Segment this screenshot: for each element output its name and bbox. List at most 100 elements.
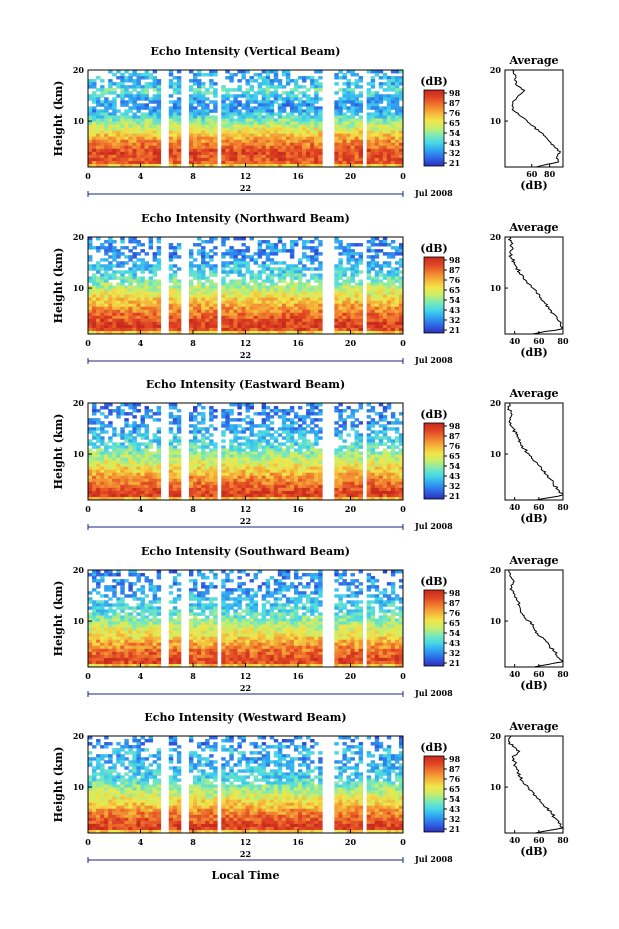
heatmap-cell <box>132 124 137 128</box>
heatmap-cell <box>374 261 380 265</box>
heatmap-cell <box>221 118 226 122</box>
heatmap-cell <box>314 258 319 262</box>
heatmap-cell <box>374 463 380 468</box>
heatmap-cell <box>318 70 323 74</box>
heatmap-cell <box>382 106 388 110</box>
heatmap-cell <box>366 160 372 165</box>
heatmap-cell <box>108 463 113 468</box>
heatmap-cell <box>156 136 162 141</box>
heatmap-cell <box>310 460 315 465</box>
heatmap-cell <box>104 306 109 311</box>
heatmap-cell <box>209 70 214 74</box>
heatmap-cell <box>269 466 275 471</box>
heatmap-cell <box>112 73 117 77</box>
heatmap-cell <box>136 121 141 125</box>
heatmap-cell <box>314 288 319 292</box>
heatmap-cell <box>128 255 133 259</box>
heatmap-cell <box>209 121 214 125</box>
heatmap-cell <box>205 457 210 461</box>
heatmap-cell <box>394 457 400 461</box>
heatmap-cell <box>374 460 380 465</box>
heatmap-cell <box>298 85 303 89</box>
heatmap-cell <box>209 151 214 156</box>
heatmap-cell <box>346 88 351 92</box>
heatmap-cell <box>358 439 364 443</box>
heatmap-cell <box>245 154 250 159</box>
heatmap-cell <box>144 163 149 168</box>
heatmap-cell <box>120 240 125 244</box>
heatmap-cell <box>289 418 295 422</box>
heatmap-cell <box>382 252 388 256</box>
heatmap-cell <box>374 264 380 268</box>
heatmap-cell <box>209 154 214 159</box>
heatmap-cell <box>136 457 141 461</box>
heatmap-cell <box>253 412 259 416</box>
heatmap-cell <box>241 466 246 471</box>
heatmap-cell <box>334 106 339 110</box>
heatmap-cell <box>338 460 343 465</box>
heatmap-cell <box>342 309 347 314</box>
heatmap-cell <box>269 163 275 168</box>
heatmap-cell <box>229 312 234 317</box>
heatmap-cell <box>168 469 174 474</box>
heatmap-cell <box>116 406 121 410</box>
heatmap-cell <box>100 246 105 250</box>
heatmap-cell <box>225 475 230 480</box>
heatmap-cell <box>265 139 271 144</box>
heatmap-cell <box>144 409 149 413</box>
heatmap-cell <box>120 457 125 461</box>
heatmap-cell <box>289 151 295 156</box>
heatmap-cell <box>298 324 303 329</box>
heatmap-cell <box>265 303 271 308</box>
heatmap-cell <box>144 154 149 159</box>
y-axis-label: Height (km) <box>52 81 65 157</box>
heatmap-cell <box>318 430 323 434</box>
month-label: Jul 2008 <box>414 188 453 198</box>
heatmap-cell <box>346 454 351 458</box>
heatmap-cell <box>390 300 396 305</box>
heatmap-cell <box>386 261 392 265</box>
heatmap-cell <box>237 258 242 262</box>
heatmap-cell <box>120 451 125 455</box>
heatmap-cell <box>249 460 254 465</box>
heatmap-cell <box>249 237 254 241</box>
heatmap-cell <box>257 151 263 156</box>
heatmap-cell <box>338 285 343 289</box>
heatmap-cell <box>201 133 206 138</box>
heatmap-cell <box>261 430 267 434</box>
heatmap-cell <box>334 264 339 268</box>
panel-2: Echo Intensity (Northward Beam)2010Heigh… <box>52 212 569 365</box>
heatmap-cell <box>249 469 254 474</box>
heatmap-cell <box>354 451 359 455</box>
heatmap-cell <box>366 442 372 446</box>
heatmap-cell <box>314 306 319 311</box>
heatmap-cell <box>394 279 400 283</box>
heatmap-cell <box>370 330 376 335</box>
heatmap-cell <box>253 252 259 256</box>
heatmap-cell <box>394 460 400 465</box>
heatmap-cell <box>197 94 202 98</box>
heatmap-cell <box>112 151 117 156</box>
heatmap-cell <box>213 475 218 480</box>
heatmap-cell <box>172 469 178 474</box>
heatmap-cell <box>128 124 133 128</box>
heatmap-cell <box>386 312 392 317</box>
heatmap-cell <box>310 409 315 413</box>
heatmap-cell <box>354 297 359 302</box>
heatmap-cell <box>346 85 351 89</box>
heatmap-cell <box>225 142 230 147</box>
heatmap-cell <box>306 76 311 80</box>
heatmap-cell <box>298 300 303 305</box>
heatmap-cell <box>354 148 359 153</box>
heatmap-cell <box>120 409 125 413</box>
heatmap-cell <box>172 460 178 465</box>
heatmap-cell <box>261 324 267 329</box>
heatmap-cell <box>213 109 218 113</box>
heatmap-cell <box>366 297 372 302</box>
heatmap-cell <box>269 130 275 135</box>
heatmap-cell <box>152 469 158 474</box>
heatmap-cell <box>100 294 105 299</box>
heatmap-cell <box>140 76 145 80</box>
heatmap-cell <box>140 324 145 329</box>
heatmap-cell <box>116 255 121 259</box>
